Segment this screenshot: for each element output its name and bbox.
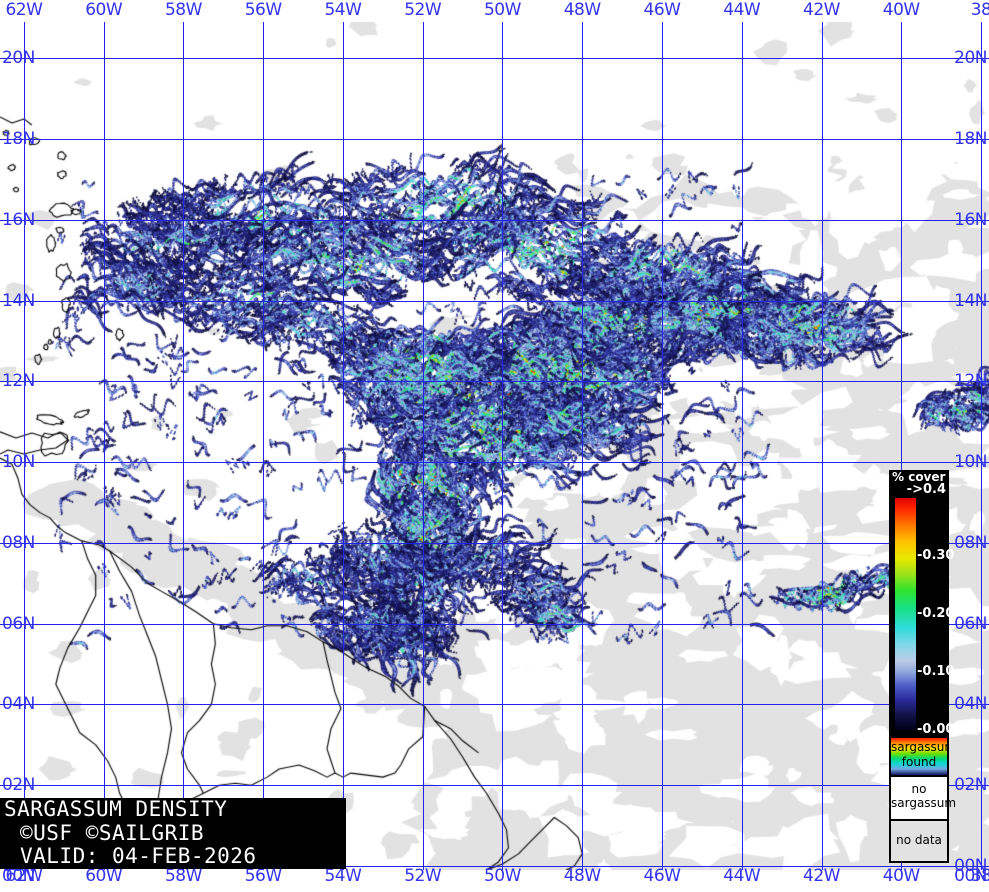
lon-tick-label-bottom-38: 38 xyxy=(970,866,989,886)
lat-tick-label-right-18N: 18N xyxy=(954,129,987,150)
colorbar-tick-010: -0.10 xyxy=(917,664,955,679)
lon-tick-label-bottom-56W: 56W xyxy=(244,866,282,886)
grid-line-lon-8 xyxy=(662,22,663,870)
colorbar-panel: % cover ->0.4 -0.30 -0.20 -0.10 -0.00 xyxy=(889,470,954,737)
lon-tick-label-bottom-48W: 48W xyxy=(563,866,601,886)
grid-line-lon-0 xyxy=(24,22,25,870)
legend-no-sargassum-label-line2: sargassum xyxy=(891,796,957,810)
lon-tick-label-top-40W: 40W xyxy=(882,0,920,20)
legend-no-sargassum-label-line1: no xyxy=(911,782,927,796)
lon-tick-label-top-46W: 46W xyxy=(643,0,681,20)
grid-line-lon-1 xyxy=(104,22,105,870)
legend-swatch-no-sargassum: no sargassum xyxy=(889,777,957,821)
lat-tick-label-right-20N: 20N xyxy=(954,48,987,69)
lon-tick-label-top-44W: 44W xyxy=(723,0,761,20)
grid-line-lon-5 xyxy=(423,22,424,870)
colorbar-tick-000: -0.00 xyxy=(917,722,955,737)
lat-tick-label-right-16N: 16N xyxy=(954,209,987,230)
lat-tick-label-right-10N: 10N xyxy=(954,452,987,473)
colorbar-tick-020: -0.20 xyxy=(917,606,955,621)
lat-tick-label-left-10N: 10N xyxy=(2,452,35,473)
grid-line-lat-1 xyxy=(0,139,989,140)
map-valid-date: VALID: 04-FEB-2026 xyxy=(20,844,257,868)
legend-swatch-sargassum-found: sargassum found xyxy=(889,736,949,777)
grid-line-lat-8 xyxy=(0,704,989,705)
grid-line-lat-9 xyxy=(0,785,989,786)
lon-tick-label-bottom-62W: 62W xyxy=(5,866,43,886)
lat-tick-label-right-14N: 14N xyxy=(954,290,987,311)
lat-tick-label-left-12N: 12N xyxy=(2,371,35,392)
grid-line-lat-2 xyxy=(0,220,989,221)
grid-line-lat-5 xyxy=(0,462,989,463)
lat-tick-label-left-14N: 14N xyxy=(2,290,35,311)
grid-line-lon-10 xyxy=(822,22,823,870)
lat-tick-label-right-08N: 08N xyxy=(954,532,987,553)
legend-found-label-line2: found xyxy=(901,755,937,769)
lon-tick-label-bottom-46W: 46W xyxy=(643,866,681,886)
grid-line-lat-0 xyxy=(0,58,989,59)
lat-tick-label-right-04N: 04N xyxy=(954,694,987,715)
lat-tick-label-left-04N: 04N xyxy=(2,694,35,715)
legend-no-data-label: no data xyxy=(896,833,942,847)
grid-line-lon-4 xyxy=(343,22,344,870)
lat-tick-label-right-02N: 02N xyxy=(954,775,987,796)
lon-tick-label-top-58W: 58W xyxy=(164,0,202,20)
colorbar-tick-030: -0.30 xyxy=(917,548,955,563)
lon-tick-label-top-42W: 42W xyxy=(803,0,840,20)
lat-tick-label-right-06N: 06N xyxy=(954,613,987,634)
lat-tick-label-right-12N: 12N xyxy=(954,371,987,392)
lon-tick-label-bottom-60W: 60W xyxy=(85,866,123,886)
colorbar-title: % cover xyxy=(892,470,946,484)
lon-tick-label-top-54W: 54W xyxy=(324,0,362,20)
map-title: SARGASSUM DENSITY xyxy=(4,797,228,821)
grid-line-lon-2 xyxy=(183,22,184,870)
lon-tick-label-bottom-50W: 50W xyxy=(483,866,521,886)
lat-tick-label-left-16N: 16N xyxy=(2,209,35,230)
lat-tick-label-left-06N: 06N xyxy=(2,613,35,634)
lon-tick-label-top-50W: 50W xyxy=(483,0,521,20)
sargassum-raster-canvas xyxy=(0,22,989,870)
grid-line-lon-3 xyxy=(263,22,264,870)
lon-tick-label-bottom-44W: 44W xyxy=(723,866,761,886)
lon-tick-label-top-56W: 56W xyxy=(244,0,282,20)
grid-line-lon-6 xyxy=(502,22,503,870)
grid-line-lon-9 xyxy=(742,22,743,870)
map-plot-area[interactable] xyxy=(0,22,989,870)
corner-label-bottom-right: 00N xyxy=(954,866,987,886)
lon-tick-label-bottom-58W: 58W xyxy=(164,866,202,886)
lon-tick-label-top-48W: 48W xyxy=(563,0,601,20)
grid-line-lon-12 xyxy=(981,22,982,870)
lon-tick-label-bottom-52W: 52W xyxy=(404,866,442,886)
lat-tick-label-left-20N: 20N xyxy=(2,48,35,69)
colorbar-max-label: ->0.4 xyxy=(906,482,946,497)
lat-tick-label-left-08N: 08N xyxy=(2,532,35,553)
grid-line-lon-11 xyxy=(901,22,902,870)
grid-line-lat-4 xyxy=(0,381,989,382)
grid-line-lat-6 xyxy=(0,543,989,544)
legend-found-label-line1: sargassum xyxy=(891,740,947,754)
lon-tick-label-bottom-54W: 54W xyxy=(324,866,362,886)
legend-panel: % cover ->0.4 -0.30 -0.20 -0.10 -0.00 sarga… xyxy=(889,470,957,863)
title-credit-block: SARGASSUM DENSITY ©USF ©SAILGRIB VALID: … xyxy=(0,797,346,869)
lat-tick-label-left-02N: 02N xyxy=(2,775,35,796)
grid-line-lon-7 xyxy=(582,22,583,870)
lon-tick-label-bottom-40W: 40W xyxy=(882,866,920,886)
grid-line-lat-10 xyxy=(0,866,989,867)
lon-tick-label-top-62W: 62W xyxy=(5,0,43,20)
lon-tick-label-top-60W: 60W xyxy=(85,0,123,20)
map-credit: ©USF ©SAILGRIB xyxy=(20,820,205,845)
legend-swatch-no-data: no data xyxy=(889,821,949,863)
lon-tick-label-top-38: 38 xyxy=(970,0,989,20)
grid-line-lat-3 xyxy=(0,301,989,302)
corner-label-bottom-left: 00N xyxy=(2,866,35,886)
lat-tick-label-right-00N: 00N xyxy=(954,855,987,876)
grid-line-lat-7 xyxy=(0,624,989,625)
lon-tick-label-top-52W: 52W xyxy=(404,0,442,20)
colorbar-gradient xyxy=(895,498,916,730)
lon-tick-label-bottom-42W: 42W xyxy=(803,866,840,886)
lat-tick-label-left-18N: 18N xyxy=(2,129,35,150)
